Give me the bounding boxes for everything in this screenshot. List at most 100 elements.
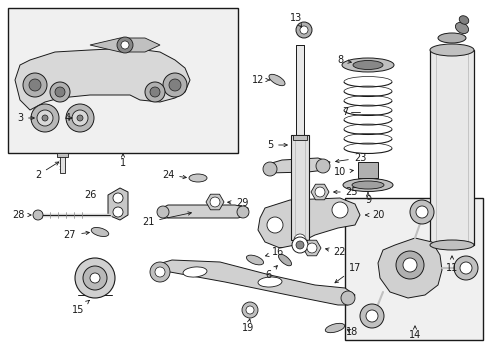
Circle shape [150, 262, 170, 282]
Circle shape [291, 237, 307, 253]
Circle shape [77, 115, 83, 121]
Text: 14: 14 [408, 326, 420, 340]
Circle shape [83, 266, 107, 290]
Circle shape [299, 26, 307, 34]
Ellipse shape [429, 240, 473, 250]
Circle shape [402, 258, 416, 272]
Circle shape [242, 302, 258, 318]
Circle shape [50, 82, 70, 102]
Circle shape [266, 217, 283, 233]
Bar [290, 135, 308, 240]
Text: 22: 22 [325, 247, 346, 257]
Circle shape [121, 41, 129, 49]
Bar [429, 50, 473, 245]
Text: 25: 25 [333, 187, 358, 197]
Circle shape [29, 79, 41, 91]
Ellipse shape [91, 228, 108, 237]
Circle shape [42, 115, 48, 121]
Circle shape [295, 241, 304, 249]
Ellipse shape [458, 16, 468, 24]
Ellipse shape [325, 323, 344, 333]
Polygon shape [303, 240, 320, 256]
Circle shape [331, 202, 347, 218]
Polygon shape [90, 38, 160, 52]
Text: 5: 5 [266, 140, 287, 150]
Circle shape [37, 110, 53, 126]
Text: 18: 18 [345, 327, 357, 337]
Text: 17: 17 [334, 263, 361, 283]
Circle shape [72, 110, 88, 126]
Text: 27: 27 [63, 230, 89, 240]
Text: 1: 1 [120, 154, 126, 168]
Ellipse shape [352, 60, 382, 69]
Polygon shape [158, 205, 247, 218]
Circle shape [113, 193, 123, 203]
Text: 9: 9 [364, 192, 370, 205]
Ellipse shape [258, 277, 282, 287]
Text: 8: 8 [336, 55, 351, 65]
Circle shape [245, 306, 253, 314]
Circle shape [237, 206, 248, 218]
Bar [8, 8, 238, 153]
Ellipse shape [268, 74, 285, 86]
Text: 7: 7 [341, 107, 347, 117]
Polygon shape [155, 260, 354, 305]
Polygon shape [258, 198, 359, 248]
Ellipse shape [454, 22, 468, 33]
Circle shape [169, 79, 181, 91]
Circle shape [145, 82, 164, 102]
Circle shape [315, 159, 329, 173]
Text: 24: 24 [162, 170, 186, 180]
Ellipse shape [429, 44, 473, 56]
Ellipse shape [351, 181, 383, 189]
Ellipse shape [437, 33, 465, 43]
Ellipse shape [342, 179, 392, 192]
Text: 12: 12 [251, 75, 269, 85]
Bar [357, 162, 377, 178]
Ellipse shape [183, 267, 206, 277]
Ellipse shape [278, 254, 291, 266]
Text: 28: 28 [12, 210, 31, 220]
Circle shape [113, 207, 123, 217]
Circle shape [459, 262, 471, 274]
Circle shape [55, 87, 65, 97]
Circle shape [155, 267, 164, 277]
Circle shape [365, 310, 377, 322]
Text: 19: 19 [242, 319, 254, 333]
Circle shape [90, 273, 100, 283]
Text: 3: 3 [17, 113, 34, 123]
Ellipse shape [341, 58, 393, 72]
Text: 13: 13 [289, 13, 302, 27]
Circle shape [33, 210, 43, 220]
Circle shape [359, 304, 383, 328]
Circle shape [163, 73, 186, 97]
Polygon shape [310, 184, 328, 200]
Text: 20: 20 [365, 210, 384, 220]
Ellipse shape [246, 255, 263, 265]
Polygon shape [108, 188, 128, 220]
Circle shape [210, 197, 220, 207]
Circle shape [23, 73, 47, 97]
Text: 6: 6 [264, 266, 277, 280]
Circle shape [117, 37, 133, 53]
Circle shape [263, 162, 276, 176]
Text: 26: 26 [83, 190, 96, 200]
Circle shape [150, 87, 160, 97]
Bar [57, 153, 68, 157]
Polygon shape [264, 158, 329, 173]
Text: 15: 15 [72, 300, 89, 315]
Polygon shape [205, 194, 224, 210]
Text: 29: 29 [227, 198, 248, 208]
Bar [295, 45, 304, 135]
Polygon shape [377, 238, 441, 298]
Circle shape [75, 258, 115, 298]
Text: 2: 2 [35, 162, 59, 180]
Circle shape [157, 206, 169, 218]
Circle shape [31, 104, 59, 132]
Text: 4: 4 [65, 113, 72, 123]
Circle shape [409, 200, 433, 224]
Circle shape [66, 104, 94, 132]
Text: 11: 11 [445, 256, 457, 273]
Circle shape [340, 291, 354, 305]
Text: 10: 10 [333, 167, 353, 177]
